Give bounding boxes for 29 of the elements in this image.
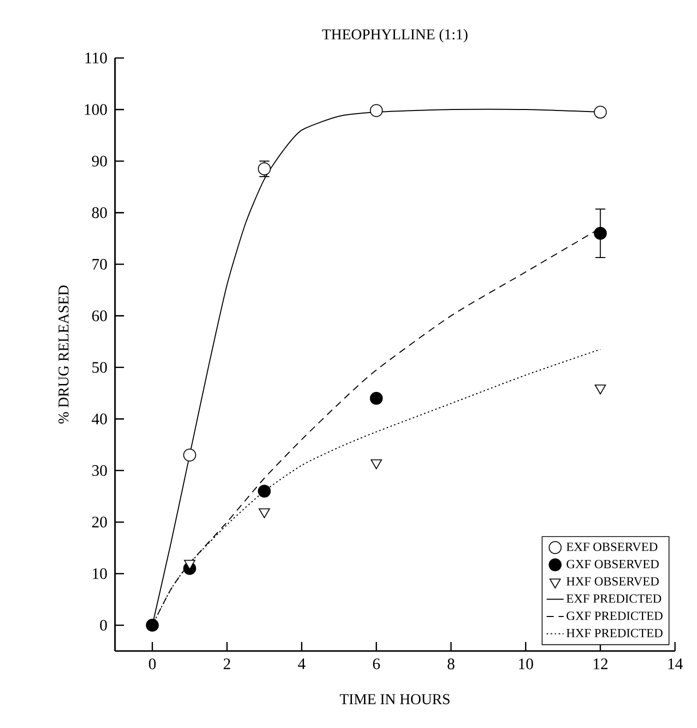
y-tick-label: 30 <box>92 465 107 476</box>
x-tick-label: 10 <box>519 658 534 670</box>
legend-label: GXF OBSERVED <box>566 560 659 568</box>
y-tick-label: 80 <box>92 207 107 218</box>
legend-label: HXF OBSERVED <box>566 577 659 586</box>
y-tick-label: 110 <box>85 52 107 64</box>
legend-label: EXF PREDICTED <box>566 594 662 603</box>
y-tick-label: 50 <box>92 362 107 373</box>
x-tick-label: 4 <box>298 658 306 670</box>
y-tick-label: 40 <box>92 414 107 424</box>
y-tick-label: 20 <box>92 516 107 528</box>
chart-title: THEOPHYLLINE (1:1) <box>322 28 468 42</box>
y-tick-label: 70 <box>92 258 107 270</box>
x-tick-label: 12 <box>594 658 608 670</box>
legend-label: EXF OBSERVED <box>566 542 658 552</box>
x-axis-title: TIME IN HOURS <box>340 694 450 704</box>
y-tick-label: 100 <box>84 104 107 115</box>
y-tick-label: 90 <box>92 156 107 167</box>
y-axis-title: % DRUG RELEASED <box>58 286 69 424</box>
x-tick-label: 2 <box>224 658 230 670</box>
y-tick-label: 10 <box>92 568 107 580</box>
y-tick-label: 60 <box>92 310 107 322</box>
y-tick-label: 0 <box>100 620 107 631</box>
x-tick-label: 0 <box>148 658 156 670</box>
legend-label: HXF PREDICTED <box>566 628 663 638</box>
x-tick-label: 8 <box>448 658 454 670</box>
x-tick-label: 14 <box>668 658 683 670</box>
legend-label: GXF PREDICTED <box>566 612 663 620</box>
x-tick-label: 6 <box>373 658 380 670</box>
